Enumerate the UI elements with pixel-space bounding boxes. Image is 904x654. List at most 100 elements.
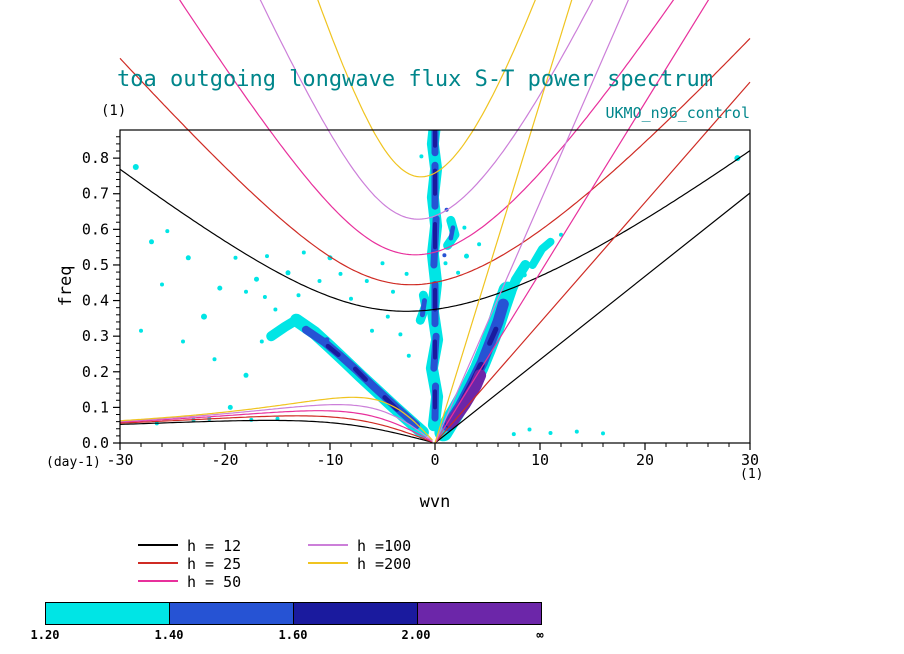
kelvin-curve-h12 (434, 192, 751, 444)
power-speck (338, 271, 343, 276)
gravity-curve-h200 (317, 0, 536, 178)
x-tick-label: -10 (316, 451, 343, 469)
power-speck (364, 279, 369, 283)
y-tick-label: 0.8 (82, 149, 109, 167)
rossby-curve-h25 (119, 415, 433, 443)
power-band (528, 237, 555, 269)
kelvin-curve-h25 (434, 81, 751, 444)
y-axis-label: freq (56, 265, 76, 307)
rossby-curve-h12 (119, 419, 433, 443)
y-tick-label: 0.7 (82, 185, 109, 203)
colorbar-segment-1 (46, 603, 169, 624)
power-speck (496, 306, 504, 313)
power-speck (139, 328, 143, 333)
kelvin-curve-h100 (434, 0, 629, 444)
colorbar-label-2: 1.40 (154, 628, 184, 642)
power-speck (385, 314, 390, 319)
y-tick-label: 0.5 (82, 256, 109, 274)
power-band (487, 326, 499, 346)
power-speck (201, 313, 207, 320)
legend-line-h12 (138, 544, 178, 546)
power-speck (227, 404, 233, 410)
power-speck (265, 254, 269, 259)
power-speck (442, 253, 447, 258)
power-speck (324, 337, 330, 343)
power-speck (548, 431, 553, 435)
rossby-curve-h200 (119, 396, 433, 441)
power-speck (181, 339, 185, 344)
power-band (266, 314, 303, 342)
power-band (443, 215, 460, 250)
tick-labels: -30 -20 -10 0 10 20 30 0.0 0.1 0.2 0.3 0.4 0.5 0.6 0.7… (82, 149, 759, 469)
power-band (502, 260, 531, 306)
gravity-curve-h25 (119, 37, 751, 286)
power-speck (380, 261, 385, 266)
x-tick-label: 10 (531, 451, 549, 469)
power-speck (132, 164, 139, 170)
power-speck (217, 285, 223, 291)
power-speck (262, 295, 267, 299)
chart-title: toa outgoing longwave flux S-T power spe… (117, 67, 714, 92)
power-speck (406, 353, 411, 358)
legend-entry-h100: h =100 (308, 537, 411, 555)
legend-line-h200 (308, 562, 348, 564)
gravity-curve-h100 (259, 0, 594, 220)
power-speck (301, 250, 306, 255)
field-unit-label: (1) (101, 103, 127, 119)
y-tick-label: 0.2 (82, 363, 109, 381)
legend-line-h50 (138, 580, 178, 582)
power-speck (527, 427, 532, 432)
power-speck (185, 255, 191, 261)
power-speck (511, 432, 516, 437)
y-tick-label: 0.0 (82, 434, 109, 452)
power-speck (349, 296, 353, 301)
kelvin-curve-h200 (434, 0, 573, 444)
power-speck (244, 289, 248, 294)
power-speck (233, 255, 238, 260)
power-speck (464, 253, 469, 259)
legend-label-h100: h =100 (357, 537, 412, 555)
y-tick-label: 0.6 (82, 220, 109, 238)
legend-entry-h50: h = 50 (138, 573, 241, 591)
power-speck (370, 328, 374, 333)
legend-line-h25 (138, 562, 178, 564)
power-speck (491, 320, 498, 327)
colorbar-label-1: 1.20 (30, 628, 60, 642)
y-axis-unit-label: (day-1) (46, 455, 101, 470)
power-speck (296, 293, 301, 298)
power-speck (601, 431, 605, 436)
kelvin-curve-h50 (434, 0, 710, 444)
y-tick-label: 0.3 (82, 327, 109, 345)
power-speck (165, 229, 170, 234)
x-tick-label: 20 (636, 451, 654, 469)
power-band (448, 225, 456, 241)
run-label: UKMO_n96_control (605, 104, 751, 122)
power-speck (212, 357, 217, 362)
power-speck (419, 154, 424, 159)
y-tick-label: 0.1 (82, 398, 109, 416)
rossby-curve-h50 (119, 410, 433, 443)
y-tick-label: 0.4 (82, 292, 109, 310)
power-speck (273, 307, 278, 312)
colorbar-label-4: 2.00 (401, 628, 431, 642)
colorbar-segment-4 (417, 603, 541, 624)
power-band (419, 298, 427, 318)
power-speck (521, 272, 527, 278)
power-speck (462, 225, 467, 230)
legend-label-h200: h =200 (357, 555, 412, 573)
power-speck (559, 232, 563, 237)
colorbar-segment-3 (293, 603, 417, 624)
colorbar (45, 602, 542, 625)
power-band (445, 369, 487, 429)
gravity-curve-h50 (179, 0, 675, 256)
x-tick-label: 30 (741, 451, 759, 469)
legend-entry-h12: h = 12 (138, 537, 241, 555)
x-tick-label: -20 (211, 451, 238, 469)
power-speck (391, 289, 395, 294)
dispersion-curves (119, 0, 751, 444)
legend-label-h12: h = 12 (187, 537, 242, 555)
power-shading (132, 130, 741, 442)
power-speck (574, 429, 579, 434)
